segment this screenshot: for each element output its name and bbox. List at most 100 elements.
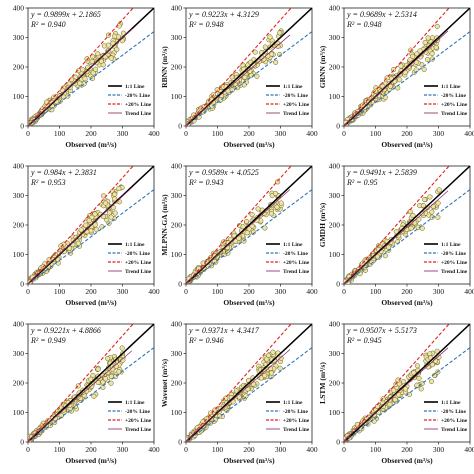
y-tick-label: 400 <box>171 162 183 171</box>
data-point <box>414 363 421 369</box>
legend-label: -20% Line <box>441 251 466 257</box>
r-squared: R² = 0.946 <box>188 336 224 345</box>
data-point <box>387 83 393 89</box>
data-point <box>114 46 120 52</box>
data-point <box>424 56 431 62</box>
legend-label: +20% Line <box>283 102 310 108</box>
y-tick-label: 0 <box>20 438 24 447</box>
y-tick-label: 200 <box>171 63 183 72</box>
data-point <box>422 39 428 46</box>
y-tick-label: 200 <box>171 379 183 388</box>
data-point <box>89 58 95 65</box>
data-point <box>112 196 118 202</box>
data-point <box>116 185 122 192</box>
y-tick-label: 200 <box>13 379 25 388</box>
data-point <box>92 211 98 217</box>
x-tick-label: 0 <box>342 445 346 454</box>
x-tick-label: 0 <box>184 287 188 296</box>
r-squared: R² = 0.95 <box>346 178 378 187</box>
data-point <box>422 197 428 203</box>
scatter-chart-svg: 00 100 100 200 200 300 300 400 400 Observed (m³/s… <box>318 162 474 308</box>
data-point <box>120 30 126 36</box>
x-tick-label: 300 <box>117 129 129 138</box>
plot-area <box>28 8 154 126</box>
data-point <box>275 179 281 185</box>
legend-label: Trend Line <box>125 111 152 117</box>
x-tick-label: 300 <box>275 445 287 454</box>
legend: 1:1 Line -20% Line +20% Line Trend Line <box>266 242 310 275</box>
x-tick-label: 100 <box>54 287 66 296</box>
x-tick-label: 200 <box>401 445 413 454</box>
x-tick-label: 400 <box>464 445 474 454</box>
x-tick-label: 400 <box>464 129 474 138</box>
data-point <box>258 375 264 381</box>
data-point <box>209 103 215 109</box>
scatter-panel-3: 0 0 100 100 200 200 300 300 400 400 Observed (m³/s… <box>316 0 474 158</box>
scatter-chart-svg: 00 100 100 200 200 300 300 400 400 Observed (m³/s… <box>13 320 160 466</box>
legend: 1:1 Line -20% Line +20% Line Trend Line <box>108 400 152 433</box>
y-axis-label: LSTM (m³/s) <box>318 362 327 404</box>
reference-lines <box>28 166 154 284</box>
data-point <box>419 225 425 231</box>
y-tick-label: 200 <box>13 63 25 72</box>
r-squared: R² = 0.940 <box>30 20 66 29</box>
x-tick-label: 100 <box>370 129 382 138</box>
data-point <box>119 345 125 351</box>
x-tick-label: 200 <box>85 129 97 138</box>
data-point <box>244 218 250 225</box>
legend-label: -20% Line <box>125 409 150 415</box>
y-tick-label: 100 <box>13 92 25 101</box>
data-point <box>108 380 114 386</box>
legend-label: 1:1 Line <box>283 84 303 90</box>
x-tick-label: 0 <box>342 287 346 296</box>
legend-label: 1:1 Line <box>283 400 303 406</box>
minus-20-percent-line <box>186 347 312 442</box>
scatter-panel-7: 0 0 100 100 200 200 300 300 400 400 Observed (m³/s… <box>0 316 160 474</box>
plus-20-percent-line <box>344 166 450 284</box>
regression-equation: y = 0.9221x + 4.8866 <box>30 326 101 335</box>
minus-20-percent-line <box>28 31 154 126</box>
legend-label: -20% Line <box>283 409 308 415</box>
y-tick-label: 200 <box>329 63 341 72</box>
legend-label: +20% Line <box>283 260 310 266</box>
x-tick-label: 300 <box>275 287 287 296</box>
y-tick-label: 200 <box>329 221 341 230</box>
y-tick-label: 300 <box>329 349 341 358</box>
plus-20-percent-line <box>28 324 134 442</box>
plot-area <box>344 166 470 284</box>
data-point <box>272 190 279 196</box>
legend-label: 1:1 Line <box>125 84 145 90</box>
regression-equation: y = 0.9689x + 2.5314 <box>346 10 417 19</box>
data-point <box>252 49 258 55</box>
data-point <box>105 356 111 362</box>
regression-equation: y = 0.984x + 2.3831 <box>30 168 97 177</box>
plus-20-percent-line <box>186 324 292 442</box>
data-point <box>112 33 118 39</box>
scatter-panel-8: 0 0 100 100 200 200 300 300 400 400 Observed (m³/s… <box>158 316 318 474</box>
data-point <box>108 214 114 220</box>
x-tick-label: 200 <box>85 445 97 454</box>
regression-equation: y = 0.9507x + 5.5173 <box>346 326 417 335</box>
data-point <box>110 205 116 211</box>
data-point <box>434 348 440 354</box>
data-point <box>75 240 81 246</box>
legend-label: Trend Line <box>125 269 152 275</box>
y-axis-label: GMDH (m³/s) <box>318 202 327 247</box>
data-point <box>58 243 64 249</box>
y-tick-label: 100 <box>13 250 25 259</box>
y-axis-label: RBNN (m³/s) <box>160 46 169 88</box>
plus-20-percent-line <box>344 8 450 126</box>
trend-line <box>344 347 449 441</box>
legend-label: Trend Line <box>125 427 152 433</box>
y-tick-label: 0 <box>178 122 182 131</box>
legend-label: 1:1 Line <box>125 242 145 248</box>
y-tick-label: 0 <box>178 280 182 289</box>
legend: 1:1 Line -20% Line +20% Line Trend Line <box>266 400 310 433</box>
data-point <box>268 211 274 217</box>
data-point <box>275 43 281 49</box>
data-point <box>392 397 398 403</box>
data-point <box>418 386 424 392</box>
data-point <box>106 210 112 216</box>
plus-20-percent-line <box>186 8 292 126</box>
